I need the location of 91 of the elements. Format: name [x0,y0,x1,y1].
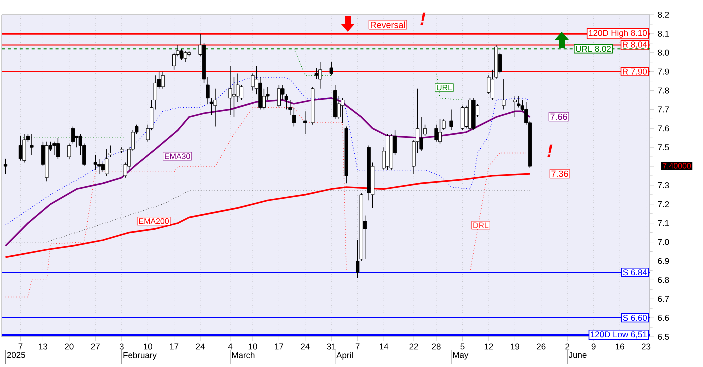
x-tick-label: 4 [228,344,233,350]
line-series [4,173,531,258]
x-tick-label: 7 [18,344,23,350]
x-tick-label: 12 [484,344,494,350]
x2-tick-label: February [124,352,157,360]
ref-line-label: R 8,04 [623,42,648,49]
x-tick-label: 13 [39,344,48,350]
x-tick-label: 3 [120,344,124,350]
line-series [4,98,531,247]
ref-line-label: 120D Low 6,51 [591,332,647,339]
y-tick-label: 8.1 [658,30,670,37]
y-tick-label: 6.6 [658,315,670,322]
x-tick-label: 27 [91,344,100,350]
candlestick [161,71,165,90]
y-tick-label: 7.0 [658,239,670,246]
candlestick [184,50,188,63]
y-tick-label: 7.5 [658,144,670,151]
annotation: 7.66 [550,114,568,120]
x-tick-label: 23 [642,344,651,350]
y-tick-label: 7.6 [658,126,670,132]
candlestick [4,158,8,174]
candlestick [105,149,109,176]
ref-line-label: S 6.84 [623,270,648,276]
x-tick-label: 31 [327,344,336,350]
y-tick-label: 7.2 [658,201,670,208]
y-tick-label: 6.5 [658,334,670,340]
candlestick [101,162,105,173]
x-tick-label: 19 [511,344,520,350]
x-tick-label: 24 [196,344,205,350]
y-tick-label: 8.2 [658,12,670,18]
x2-tick-label: May [453,352,469,360]
x2-tick-label: April [336,352,353,360]
x-tick-label: 5 [460,344,465,350]
annotation: Reversal [371,22,406,28]
x-tick-label: 10 [248,344,258,350]
annotation: ! [548,144,553,158]
candlestick [502,79,506,110]
candlestick [214,88,218,128]
y-tick-label: 7.3 [658,182,670,188]
candlestick [228,66,232,116]
annotation: 7.36 [552,170,568,178]
x-tick-label: 16 [616,344,624,350]
candlestick [18,136,23,162]
y-tick-label: 7.9 [658,68,670,75]
x-tick-label: 9 [592,344,596,350]
x2-tick-label: 2025 [7,352,26,358]
candlestick [98,158,102,174]
ref-line-label: URL 8.02 [576,46,611,52]
candlestick [460,106,465,131]
x-tick-label: 22 [410,344,418,350]
candlestick [277,84,282,108]
y-tick-label: 6.8 [658,277,670,284]
x2-tick-label: June [568,352,587,358]
candlestick [513,96,517,118]
x-tick-label: 2 [566,344,570,350]
annotation: ! [420,12,426,26]
candlestick [71,126,75,144]
candlestick [318,62,322,90]
candlestick [438,118,442,144]
y-tick-label: 6.9 [658,258,670,264]
candlestick [232,77,236,118]
candlestick [330,62,334,76]
candlestick [304,111,308,135]
candlestick [56,138,60,160]
x-tick-label: 24 [301,344,310,350]
x-tick-label: 17 [170,344,179,350]
y-tick-label: 6.7 [658,296,670,302]
candlestick [68,143,72,160]
candlestick [94,154,98,171]
candlestick [314,68,318,80]
y-tick-label: 7.8 [658,88,670,94]
x-tick-label: 14 [380,344,389,350]
y-tick-label: 7.1 [658,220,670,226]
ref-line-label: S 6.60 [623,315,648,322]
x-tick-label: 7 [356,344,360,350]
x-tick-label: 17 [275,344,284,350]
x2-tick-label: March [232,352,255,358]
ref-line-label: 120D High 8.10 [589,30,648,38]
candlestick [450,109,454,131]
y-tick-label: 7.7 [658,106,670,113]
x-tick-label: 28 [432,344,441,350]
candlestick [30,134,34,156]
x-tick-label: 26 [537,344,546,350]
ref-line-label: R 7.90 [623,68,648,75]
x-tick-label: 10 [144,344,152,350]
candlestick [22,134,26,164]
candlestick [52,142,56,156]
x-tick-label: 20 [65,344,74,350]
candlestick [341,98,345,124]
y-tick-label: 8.0 [658,50,670,56]
candlestick [180,48,184,61]
